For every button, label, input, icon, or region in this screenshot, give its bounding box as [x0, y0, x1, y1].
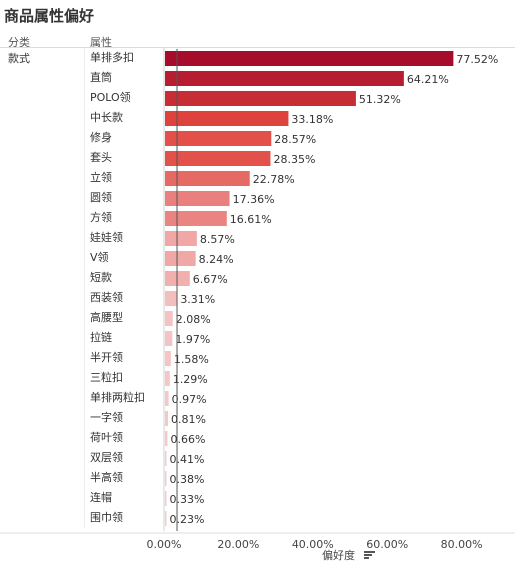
bar[interactable]	[165, 311, 173, 326]
axis-title: 偏好度	[322, 549, 355, 562]
x-tick-label: 0.00%	[147, 538, 182, 551]
bar[interactable]	[165, 231, 197, 246]
category-label: 款式	[8, 52, 30, 65]
attribute-label: 一字领	[90, 410, 123, 424]
attribute-label: 直筒	[90, 70, 112, 84]
attribute-label: 立领	[90, 170, 112, 184]
data-label: 1.97%	[175, 333, 210, 346]
bar[interactable]	[165, 291, 178, 306]
bar[interactable]	[165, 351, 171, 366]
bar[interactable]	[165, 391, 169, 406]
data-label: 64.21%	[407, 73, 449, 86]
data-label: 3.31%	[180, 293, 215, 306]
bar[interactable]	[165, 251, 196, 266]
sort-descending-icon[interactable]	[364, 551, 375, 560]
bar[interactable]	[165, 511, 167, 526]
data-label: 77.52%	[456, 53, 498, 66]
data-label: 6.67%	[193, 273, 228, 286]
data-label: 0.41%	[170, 453, 205, 466]
data-label: 28.57%	[274, 133, 316, 146]
data-label: 0.23%	[170, 513, 205, 526]
data-label: 0.33%	[170, 493, 205, 506]
header-divider	[0, 47, 515, 48]
bar[interactable]	[165, 371, 170, 386]
attribute-label: 单排多扣	[90, 50, 134, 64]
data-label: 8.57%	[200, 233, 235, 246]
data-label: 16.61%	[230, 213, 272, 226]
data-label: 22.78%	[253, 173, 295, 186]
data-label: 28.35%	[273, 153, 315, 166]
attribute-label: 中长款	[90, 110, 123, 124]
attribute-label: 三粒扣	[90, 370, 123, 384]
bar[interactable]	[165, 131, 272, 146]
bar[interactable]	[165, 411, 169, 426]
category-header[interactable]: 分类	[8, 36, 30, 49]
attribute-label: 短款	[90, 270, 112, 284]
attribute-label: 单排两粒扣	[90, 390, 145, 404]
bar[interactable]	[165, 191, 230, 206]
bar[interactable]	[165, 111, 289, 126]
bar[interactable]	[165, 331, 173, 346]
data-label: 2.08%	[176, 313, 211, 326]
bar[interactable]	[165, 51, 454, 66]
column-divider	[84, 48, 85, 528]
attribute-label: 连帽	[90, 491, 112, 504]
page-title: 商品属性偏好	[4, 7, 95, 25]
attribute-label: 西装领	[90, 291, 123, 304]
data-label: 1.29%	[173, 373, 208, 386]
x-tick-label: 40.00%	[292, 538, 334, 551]
data-label: 0.38%	[170, 473, 205, 486]
attribute-label: 半高领	[90, 470, 123, 484]
bar[interactable]	[165, 91, 356, 106]
attribute-label: 双层领	[90, 451, 123, 464]
attribute-label: 半开领	[90, 350, 123, 364]
attribute-label: 方领	[90, 210, 112, 224]
data-label: 17.36%	[233, 193, 275, 206]
bar[interactable]	[165, 491, 167, 506]
attribute-label: POLO领	[90, 91, 131, 104]
bar[interactable]	[165, 211, 227, 226]
attribute-label: 圆领	[90, 191, 112, 204]
bar[interactable]	[165, 431, 168, 446]
data-label: 51.32%	[359, 93, 401, 106]
bar[interactable]	[165, 471, 167, 486]
x-tick-label: 80.00%	[441, 538, 483, 551]
data-label: 0.66%	[170, 433, 205, 446]
bar[interactable]	[165, 151, 271, 166]
data-label: 33.18%	[291, 113, 333, 126]
attribute-label: 拉链	[90, 330, 112, 344]
attribute-label: 娃娃领	[90, 231, 123, 244]
bar[interactable]	[165, 451, 167, 466]
attribute-label: 套头	[90, 151, 112, 164]
data-label: 8.24%	[199, 253, 234, 266]
x-tick-label: 20.00%	[217, 538, 259, 551]
data-label: 0.81%	[171, 413, 206, 426]
data-label: 1.58%	[174, 353, 209, 366]
attribute-label: 修身	[90, 130, 112, 144]
attribute-label: V领	[90, 251, 109, 264]
bar[interactable]	[165, 71, 404, 86]
attribute-label: 围巾领	[90, 510, 123, 524]
data-label: 0.97%	[172, 393, 207, 406]
x-tick-label: 60.00%	[366, 538, 408, 551]
attribute-header[interactable]: 属性	[90, 36, 112, 49]
attribute-label: 高腰型	[90, 310, 123, 324]
bar[interactable]	[165, 171, 250, 186]
attribute-label: 荷叶领	[90, 431, 123, 444]
